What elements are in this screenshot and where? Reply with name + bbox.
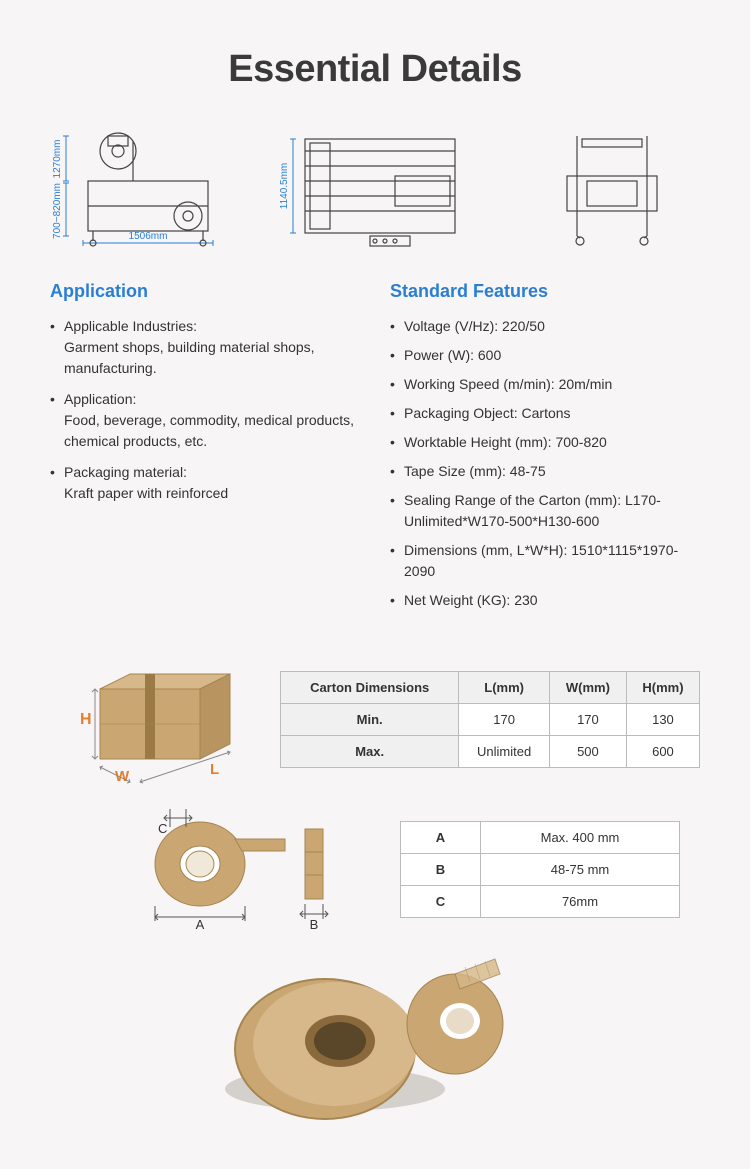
table-cell: W(mm) [549,671,626,703]
carton-dimensions-row: H W L Carton Dimensions L(mm) W(mm) H(mm… [0,619,750,799]
product-photo [205,949,545,1129]
table-cell: Unlimited [459,735,550,767]
app-item-0-text: Garment shops, building material shops, … [64,337,360,379]
feature-item: Worktable Height (mm): 700-820 [390,432,700,453]
table-cell: C [401,885,481,917]
application-list: Applicable Industries: Garment shops, bu… [50,316,360,504]
table-cell: Max. [281,735,459,767]
table-cell: 500 [549,735,626,767]
feature-item: Packaging Object: Cartons [390,403,700,424]
carton-label-h: H [80,711,92,728]
app-item-1-text: Food, beverage, commodity, medical produ… [64,410,360,452]
table-cell: Min. [281,703,459,735]
feature-item: Net Weight (KG): 230 [390,590,700,611]
feature-item: Voltage (V/Hz): 220/50 [390,316,700,337]
app-item-2: Packaging material: Kraft paper with rei… [50,462,360,504]
diagram-top-view: 1140.5mm [267,121,484,251]
tape-label-a: A [196,917,205,929]
table-row: Max. Unlimited 500 600 [281,735,700,767]
table-cell: L(mm) [459,671,550,703]
table-cell: A [401,821,481,853]
tape-dimensions-row: A C B A Max. 400 mm B 48-75 mm [0,799,750,929]
tape-illustration: A C B [120,809,360,929]
feature-item: Power (W): 600 [390,345,700,366]
table-cell: 170 [459,703,550,735]
tape-label-c: C [158,821,167,836]
tape-label-b: B [310,917,319,929]
diagram-side-view: 1270mm 700~820mm 1506mm [30,121,247,251]
features-column: Standard Features Voltage (V/Hz): 220/50… [390,281,700,619]
table-row: Min. 170 170 130 [281,703,700,735]
table-cell: B [401,853,481,885]
carton-dimensions-table: Carton Dimensions L(mm) W(mm) H(mm) Min.… [280,671,700,768]
dim-height-bottom: 700~820mm [52,183,63,239]
app-item-0: Applicable Industries: Garment shops, bu… [50,316,360,379]
features-title: Standard Features [390,281,700,302]
table-row: C 76mm [401,885,680,917]
table-cell: H(mm) [626,671,699,703]
feature-item: Dimensions (mm, L*W*H): 1510*1115*1970-2… [390,540,700,582]
table-row: A Max. 400 mm [401,821,680,853]
dim-top-height: 1140.5mm [279,163,290,210]
table-row: B 48-75 mm [401,853,680,885]
dim-width: 1506mm [129,231,168,242]
table-cell: 76mm [481,885,680,917]
table-cell: 170 [549,703,626,735]
carton-label-l: L [210,761,219,778]
dim-height-top: 1270mm [52,140,63,179]
table-cell: 130 [626,703,699,735]
diagram-front-view [503,121,720,251]
technical-diagrams: 1270mm 700~820mm 1506mm 1140.5mm [0,121,750,281]
application-column: Application Applicable Industries: Garme… [50,281,360,619]
details-columns: Application Applicable Industries: Garme… [0,281,750,619]
page-title: Essential Details [0,0,750,121]
app-item-1-label: Application: [64,389,360,410]
carton-illustration: H W L [50,649,260,789]
feature-item: Sealing Range of the Carton (mm): L170-U… [390,490,700,532]
app-item-0-label: Applicable Industries: [64,316,360,337]
feature-item: Working Speed (m/min): 20m/min [390,374,700,395]
table-cell: Max. 400 mm [481,821,680,853]
table-cell: 600 [626,735,699,767]
table-cell: Carton Dimensions [281,671,459,703]
product-photo-row [0,929,750,1129]
app-item-2-label: Packaging material: [64,462,360,483]
application-title: Application [50,281,360,302]
table-header-row: Carton Dimensions L(mm) W(mm) H(mm) [281,671,700,703]
app-item-1: Application: Food, beverage, commodity, … [50,389,360,452]
features-list: Voltage (V/Hz): 220/50 Power (W): 600 Wo… [390,316,700,611]
tape-dimensions-table: A Max. 400 mm B 48-75 mm C 76mm [400,821,680,918]
app-item-2-text: Kraft paper with reinforced [64,483,360,504]
table-cell: 48-75 mm [481,853,680,885]
feature-item: Tape Size (mm): 48-75 [390,461,700,482]
